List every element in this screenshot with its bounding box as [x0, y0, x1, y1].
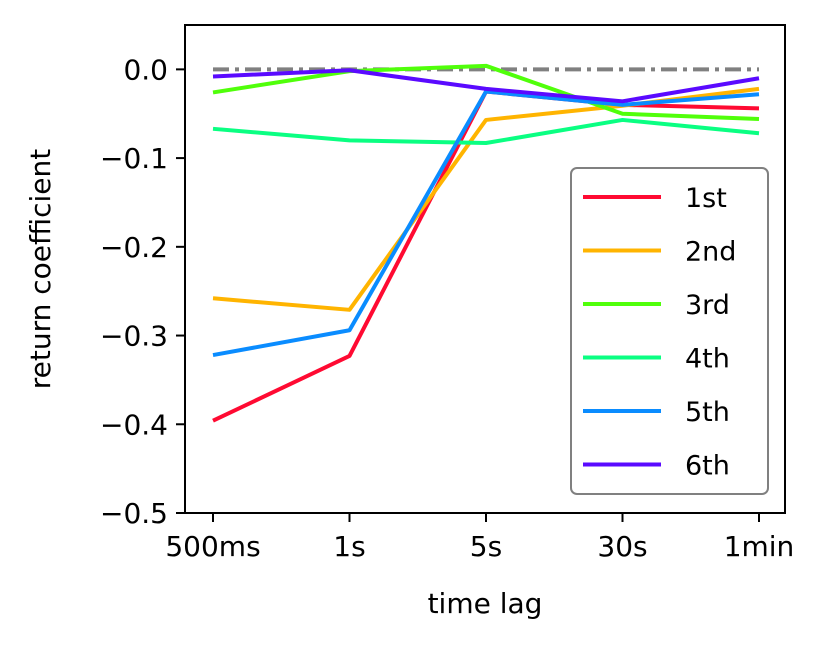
series-line-4th — [212, 117, 760, 146]
legend-label-6th: 6th — [685, 451, 730, 482]
x-tick-label: 5s — [470, 530, 502, 563]
series-line-6th — [212, 68, 760, 104]
legend-label-2nd: 2nd — [685, 237, 736, 268]
y-tick-label: −0.4 — [100, 408, 168, 441]
series-line-5th — [212, 89, 760, 358]
x-tick-label: 1min — [724, 530, 795, 563]
legend-label-5th: 5th — [685, 397, 730, 428]
legend-label-1st: 1st — [685, 183, 727, 214]
legend-label-3rd: 3rd — [685, 290, 730, 321]
y-tick-label: −0.1 — [100, 142, 168, 175]
x-tick-label: 1s — [333, 530, 365, 563]
x-tick-label: 500ms — [165, 530, 260, 563]
y-tick-label: −0.2 — [100, 231, 168, 264]
legend-box — [570, 167, 769, 495]
y-tick-label: −0.3 — [100, 320, 168, 353]
x-tick-label: 30s — [597, 530, 647, 563]
y-tick-label: −0.5 — [100, 497, 168, 530]
y-tick-label: 0.0 — [123, 53, 168, 86]
series-line-3rd — [212, 63, 760, 122]
y-axis-label: return coefficient — [24, 149, 57, 389]
x-axis-label: time lag — [428, 587, 543, 620]
legend: 1st 2nd 3rd 4th 5th 6th — [570, 167, 769, 495]
legend-label-4th: 4th — [685, 344, 730, 375]
